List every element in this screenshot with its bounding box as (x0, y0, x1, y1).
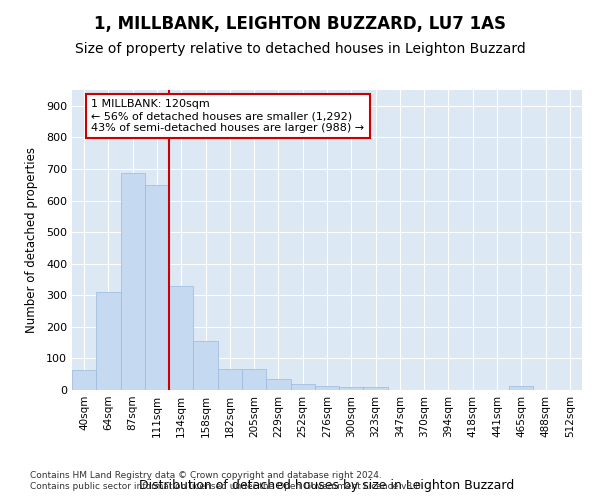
Bar (242, 370, 266, 390)
Bar (266, 379, 290, 390)
Bar (218, 368, 242, 390)
Bar (121, 172, 145, 390)
Bar (193, 341, 218, 390)
Bar (169, 286, 193, 390)
Bar (364, 388, 388, 390)
Text: Contains HM Land Registry data © Crown copyright and database right 2024.: Contains HM Land Registry data © Crown c… (30, 470, 382, 480)
Bar (72, 370, 96, 390)
Text: 1 MILLBANK: 120sqm
← 56% of detached houses are smaller (1,292)
43% of semi-deta: 1 MILLBANK: 120sqm ← 56% of detached hou… (91, 100, 365, 132)
X-axis label: Distribution of detached houses by size in Leighton Buzzard: Distribution of detached houses by size … (139, 478, 515, 492)
Text: Contains public sector information licensed under the Open Government Licence v3: Contains public sector information licen… (30, 482, 424, 491)
Bar (96, 292, 121, 390)
Bar (315, 386, 339, 390)
Bar (509, 386, 533, 390)
Text: Size of property relative to detached houses in Leighton Buzzard: Size of property relative to detached ho… (74, 42, 526, 56)
Y-axis label: Number of detached properties: Number of detached properties (25, 147, 38, 333)
Text: 1, MILLBANK, LEIGHTON BUZZARD, LU7 1AS: 1, MILLBANK, LEIGHTON BUZZARD, LU7 1AS (94, 15, 506, 33)
Bar (290, 384, 315, 390)
Bar (145, 184, 169, 390)
Bar (339, 387, 364, 390)
